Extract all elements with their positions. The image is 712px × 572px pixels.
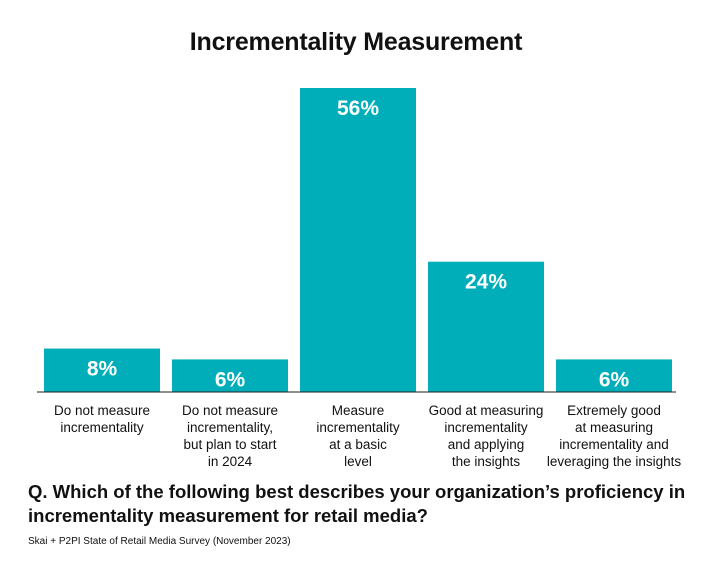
category-label-line: Do not measure (54, 403, 150, 418)
bar-value-label-3: 56% (337, 97, 379, 120)
category-label-line: incrementality and (559, 437, 669, 452)
bar-value-label-1: 8% (87, 358, 118, 381)
category-label-line: leveraging the insights (547, 454, 682, 469)
category-label-line: incrementality (60, 420, 144, 435)
bar-value-label-4: 24% (465, 271, 507, 294)
category-label-5: Extremely good at measuring incrementality… (547, 403, 682, 469)
category-label-4: Good at measuring incrementality and apply… (429, 403, 544, 469)
bar-value-label-2: 6% (215, 368, 246, 391)
category-label-line: incrementality (316, 420, 400, 435)
bar-2 (172, 359, 288, 392)
survey-question: Q. Which of the following best describes… (28, 481, 686, 526)
category-label-line: incrementality (444, 420, 528, 435)
category-label-line: at a basic (329, 437, 387, 452)
category-label-line: at measuring (575, 420, 653, 435)
category-label-line: the insights (452, 454, 521, 469)
category-label-3: Measure incrementality at a basic level (316, 403, 400, 469)
category-label-line: but plan to start (183, 437, 276, 452)
bar-value-label-5: 6% (599, 368, 630, 391)
category-label-line: incrementality, (187, 420, 273, 435)
bar-3 (300, 88, 416, 392)
category-label-2: Do not measure incrementality, but plan to… (182, 403, 278, 469)
category-label-line: Extremely good (567, 403, 661, 418)
bars-group: 8% 6% 56% 24% 6% (44, 88, 672, 392)
chart-title: Incrementality Measurement (189, 28, 523, 56)
category-label-line: Measure (332, 403, 385, 418)
category-label-line: Good at measuring (429, 403, 544, 418)
category-label-line: and applying (448, 437, 525, 452)
category-label-line: Do not measure (182, 403, 278, 418)
category-label-1: Do not measure incrementality (54, 403, 150, 435)
category-label-line: in 2024 (208, 454, 253, 469)
source-note: Skai + P2PI State of Retail Media Survey… (28, 536, 291, 547)
bar-1 (44, 348, 160, 392)
bar-4 (428, 261, 544, 392)
category-label-line: level (344, 454, 372, 469)
bar-5 (556, 359, 672, 392)
